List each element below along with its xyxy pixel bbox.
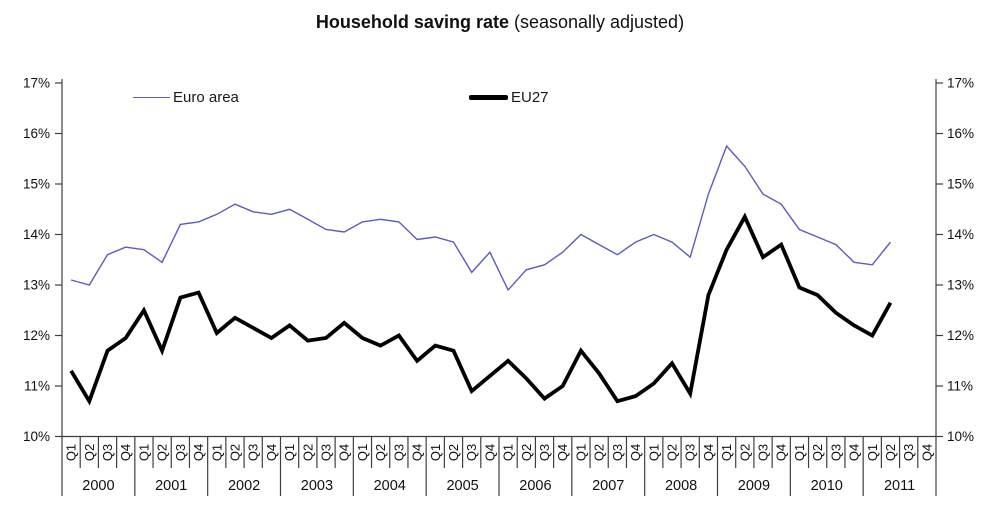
svg-text:Q1: Q1 [719,444,734,461]
svg-text:16%: 16% [23,126,50,141]
legend-item-euro-area: Euro area [133,89,239,106]
svg-text:13%: 13% [23,278,50,293]
svg-text:11%: 11% [24,379,50,394]
svg-text:Q3: Q3 [756,444,771,461]
svg-text:Q1: Q1 [209,444,224,461]
svg-text:Q4: Q4 [701,444,716,461]
svg-text:16%: 16% [947,126,974,141]
svg-text:10%: 10% [23,429,50,444]
svg-text:Q1: Q1 [64,444,79,461]
svg-text:Q4: Q4 [919,444,934,461]
euro-area-line [70,144,892,292]
svg-text:Q4: Q4 [264,444,279,461]
svg-text:Q3: Q3 [683,444,698,461]
svg-text:2001: 2001 [155,478,187,494]
eu27-line [69,212,893,406]
svg-text:Q2: Q2 [664,444,679,461]
svg-text:15%: 15% [947,177,974,192]
svg-text:Q2: Q2 [82,444,97,461]
legend-label-eu27: EU27 [511,89,549,106]
chart-title-suffix: (seasonally adjusted) [508,12,685,32]
legend-item-eu27: EU27 [469,89,549,106]
legend-label-euro-area: Euro area [173,89,239,106]
svg-text:Q3: Q3 [610,444,625,461]
euro-area-line-swatch [133,96,170,99]
svg-text:2003: 2003 [301,478,333,494]
svg-text:11%: 11% [947,379,973,394]
svg-text:2010: 2010 [811,478,843,494]
svg-text:2009: 2009 [738,478,770,494]
svg-text:Q2: Q2 [300,444,315,461]
svg-text:17%: 17% [947,76,974,91]
svg-text:Q1: Q1 [792,444,807,461]
svg-text:Q4: Q4 [191,444,206,461]
svg-text:2004: 2004 [374,478,406,494]
svg-text:Q4: Q4 [847,444,862,461]
svg-text:Q3: Q3 [537,444,552,461]
svg-text:17%: 17% [23,76,50,91]
svg-text:Q1: Q1 [428,444,443,461]
svg-text:2011: 2011 [884,478,915,494]
svg-text:Q2: Q2 [810,444,825,461]
svg-text:Q3: Q3 [246,444,261,461]
svg-text:Q1: Q1 [282,444,297,461]
y-axis-labels-right: 10% 11% 12% 13% 14% 15% 16% 17% [947,76,974,445]
svg-text:Q3: Q3 [100,444,115,461]
y-axis-labels-left: 10% 11% 12% 13% 14% 15% 16% 17% [23,76,50,445]
svg-text:2006: 2006 [519,478,551,494]
svg-text:2002: 2002 [228,478,260,494]
svg-text:Q2: Q2 [737,444,752,461]
svg-text:12%: 12% [23,328,50,343]
svg-text:Q1: Q1 [355,444,370,461]
svg-text:Q1: Q1 [501,444,516,461]
x-axis-year-labels: 2000 2001 2002 2003 2004 2005 2006 2007 2008 2009… [82,478,915,494]
x-axis-quarter-labels: Q1 Q2 Q3 Q4 Q1 Q2 Q3 Q4 Q1 Q2 Q3 Q4 Q1 Q2 Q3 Q4 Q1 Q2 Q3 Q4… [64,444,935,461]
svg-text:Q3: Q3 [319,444,334,461]
svg-text:Q2: Q2 [373,444,388,461]
svg-text:2005: 2005 [446,478,478,494]
svg-text:Q3: Q3 [901,444,916,461]
svg-text:Q3: Q3 [391,444,406,461]
svg-text:12%: 12% [947,328,974,343]
axes [55,79,943,496]
svg-text:Q3: Q3 [173,444,188,461]
svg-text:Q2: Q2 [519,444,534,461]
svg-text:10%: 10% [947,429,974,444]
svg-text:Q4: Q4 [118,444,133,461]
svg-text:2000: 2000 [82,478,114,494]
svg-text:2008: 2008 [665,478,697,494]
svg-text:Q4: Q4 [410,444,425,461]
svg-text:Q4: Q4 [482,444,497,461]
svg-text:Q4: Q4 [337,444,352,461]
svg-text:Q3: Q3 [828,444,843,461]
svg-text:2007: 2007 [592,478,624,494]
svg-text:Q2: Q2 [227,444,242,461]
svg-text:15%: 15% [23,177,50,192]
svg-text:14%: 14% [23,227,50,242]
svg-text:Q1: Q1 [865,444,880,461]
svg-text:Q1: Q1 [573,444,588,461]
svg-text:Q4: Q4 [555,444,570,461]
svg-text:Q2: Q2 [592,444,607,461]
chart-title: Household saving rate (seasonally adjust… [0,12,1000,33]
svg-text:13%: 13% [947,278,974,293]
svg-text:Q3: Q3 [464,444,479,461]
eu27-line-swatch [469,95,508,100]
svg-text:14%: 14% [947,227,974,242]
svg-text:Q2: Q2 [155,444,170,461]
svg-text:Q4: Q4 [774,444,789,461]
chart-title-main: Household saving rate [315,12,509,32]
svg-text:Q1: Q1 [646,444,661,461]
svg-text:Q4: Q4 [628,444,643,461]
svg-text:Q1: Q1 [136,444,151,461]
svg-text:Q2: Q2 [446,444,461,461]
svg-text:Q2: Q2 [883,444,898,461]
